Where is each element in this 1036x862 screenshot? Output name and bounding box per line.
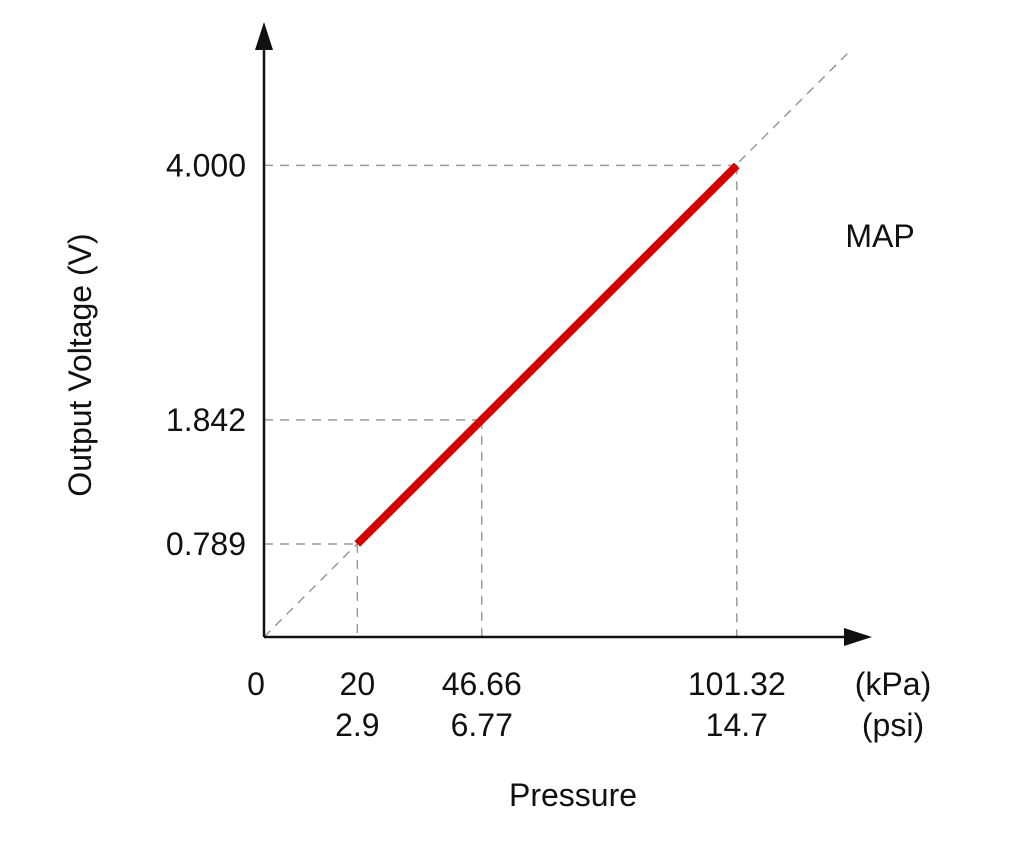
origin-label: 0 — [247, 666, 265, 702]
y-tick-label: 4.000 — [166, 147, 246, 183]
reference-line — [263, 52, 849, 638]
x-tick-label-psi: 2.9 — [335, 707, 379, 743]
series-layer — [354, 162, 740, 547]
x-axis-title: Pressure — [509, 777, 637, 813]
y-axis-title: Output Voltage (V) — [62, 233, 98, 496]
labels-layer: 0 (kPa) (psi) Pressure Output Voltage (V… — [62, 147, 931, 813]
x-tick-label-kpa: 46.66 — [442, 666, 522, 702]
map-annotation: MAP — [845, 218, 914, 254]
x-unit-psi: (psi) — [862, 707, 924, 743]
y-tick-label: 0.789 — [166, 526, 246, 562]
x-axis-arrow — [844, 628, 872, 646]
y-tick-label: 1.842 — [166, 402, 246, 438]
x-tick-label-kpa: 101.32 — [688, 666, 786, 702]
x-tick-label-kpa: 20 — [340, 666, 376, 702]
guide-lines — [263, 52, 849, 638]
axes — [255, 22, 872, 646]
series-line — [354, 162, 740, 547]
x-tick-label-psi: 14.7 — [706, 707, 768, 743]
y-axis-arrow — [255, 22, 273, 50]
x-tick-label-psi: 6.77 — [451, 707, 513, 743]
x-unit-kpa: (kPa) — [855, 666, 931, 702]
